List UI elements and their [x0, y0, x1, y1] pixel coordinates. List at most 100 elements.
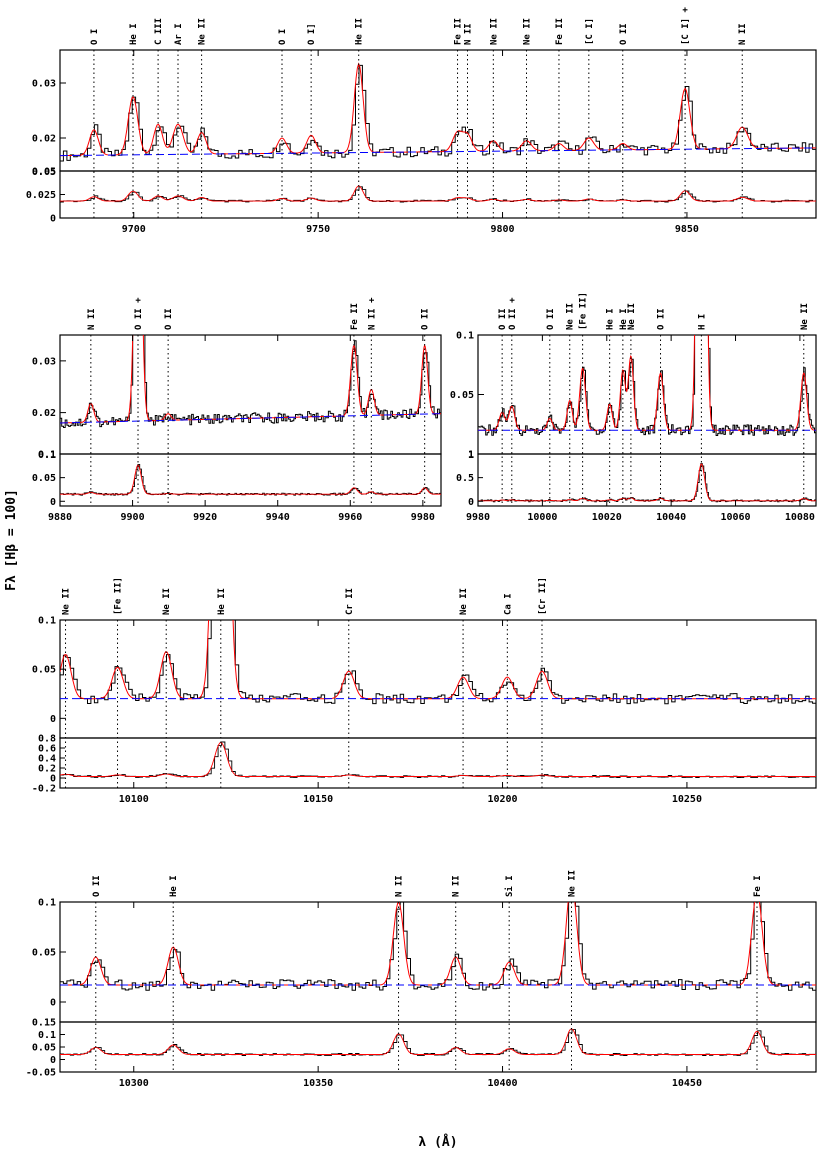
bottom-frame: [59, 453, 442, 507]
line-label: Ne II: [198, 18, 208, 45]
x-tick-label: 10250: [672, 794, 702, 805]
y-tick-label: 0.1: [456, 331, 474, 342]
model-fit-overview: [60, 464, 441, 495]
y-tick-label: 0.05: [32, 1043, 56, 1054]
model-fit-overview: [60, 1028, 816, 1055]
line-label: Fe II: [350, 303, 360, 330]
y-tick-label: 1: [468, 450, 474, 461]
x-tick-label: 9880: [48, 512, 72, 523]
line-label: [Cr II]: [538, 577, 548, 615]
y-tick-label: 0.1: [38, 616, 56, 627]
bottom-frame: [59, 737, 817, 789]
line-label: Ne II: [489, 18, 499, 45]
line-label: O II: [657, 308, 667, 330]
observed-spectrum-overview: [60, 463, 441, 496]
y-tick-label: 0: [50, 714, 56, 725]
line-label: O II: [619, 23, 629, 45]
x-tick-label: 9850: [675, 224, 699, 235]
observed-spectrum: [60, 335, 441, 428]
y-tick-label: -0.2: [32, 784, 56, 795]
model-fit: [478, 335, 816, 431]
y-tick-label: 0.02: [32, 408, 56, 419]
x-tick-label: 10040: [656, 512, 686, 523]
line-label: Ne II: [523, 18, 533, 45]
x-tick-label: 9960: [338, 512, 362, 523]
y-tick-label: 0.6: [38, 744, 56, 755]
y-tick-label: 0: [50, 214, 56, 225]
y-tick-label: 0.05: [32, 473, 56, 484]
y-axis-title: Fλ [Hβ = 100]: [4, 489, 19, 591]
spectrum-panel-5: O II He I N II N II Si I Ne II Fe I 10300 10350 1…: [26, 870, 817, 1089]
y-tick-label: 0: [50, 1055, 56, 1066]
line-label: O II +: [134, 297, 144, 330]
top-frame: [59, 334, 442, 455]
line-label: N II: [464, 23, 474, 45]
continuum-line: [59, 413, 442, 424]
y-tick-label: 0.025: [26, 190, 56, 201]
y-tick-label: 0.1: [38, 898, 56, 909]
x-tick-label: 10060: [720, 512, 750, 523]
y-tick-label: 0.8: [38, 734, 56, 745]
observed-spectrum: [60, 64, 816, 162]
line-label: Ne II: [627, 303, 637, 330]
line-label: O II: [546, 308, 556, 330]
y-tick-label: 0.05: [32, 167, 56, 178]
x-tick-label: 9920: [193, 512, 217, 523]
line-label: O I: [278, 29, 288, 45]
model-fit-overview: [60, 742, 816, 777]
model-fit-overview: [478, 463, 816, 502]
continuum-line: [59, 147, 817, 157]
spectrum-panel-2: N II O II + O II Fe II N II + O II 9880 9900 992…: [32, 297, 442, 523]
line-label: N II: [87, 308, 97, 330]
y-tick-label: 0.4: [38, 754, 56, 765]
observed-spectrum: [60, 902, 816, 991]
line-label: Ne II: [459, 588, 469, 615]
y-tick-label: 0.05: [32, 665, 56, 676]
x-tick-label: 10400: [487, 1078, 517, 1089]
line-label: [C I] +: [681, 6, 691, 45]
line-label: Ca I: [503, 593, 513, 615]
line-label: Ne II: [162, 588, 172, 615]
x-tick-label: 10080: [785, 512, 815, 523]
line-label: He I: [619, 308, 629, 330]
y-tick-label: 0: [50, 774, 56, 785]
spectrum-panel-4: Ne II [Fe II] Ne II He II Cr II Ne II Ca I [Cr …: [32, 577, 817, 805]
x-tick-label: 10300: [119, 1078, 149, 1089]
line-label: Ne II: [566, 303, 576, 330]
x-tick-label: 10100: [119, 794, 149, 805]
line-label: O I: [90, 29, 100, 45]
line-label: Cr II: [345, 588, 355, 615]
observed-spectrum: [478, 335, 816, 436]
x-tick-label: 10150: [303, 794, 333, 805]
x-tick-label: 9750: [306, 224, 330, 235]
x-tick-label: 10450: [672, 1078, 702, 1089]
bottom-frame: [477, 453, 817, 507]
x-tick-label: 10200: [487, 794, 517, 805]
line-label: N II: [395, 875, 405, 897]
line-label: He I: [606, 308, 616, 330]
line-label: O II: [498, 308, 508, 330]
x-tick-label: 9700: [122, 224, 146, 235]
y-tick-label: 0: [468, 497, 474, 508]
y-tick-label: 0.1: [38, 1030, 56, 1041]
line-label: H I: [697, 314, 707, 330]
x-axis-title: λ (Å): [418, 1134, 457, 1150]
y-tick-label: 0.05: [32, 948, 56, 959]
x-tick-label: 9800: [490, 224, 514, 235]
y-tick-label: 0: [50, 998, 56, 1009]
line-label: He I: [129, 23, 139, 45]
spectrum-panel-3: O II O II + O II Ne II [Fe II] He I He INe II O…: [450, 292, 817, 523]
y-tick-label: 0.02: [32, 134, 56, 145]
line-label: Ne II: [567, 870, 577, 897]
line-label: O II +: [508, 297, 518, 330]
observed-spectrum: [60, 620, 816, 705]
line-label: N II: [452, 875, 462, 897]
line-label: Ne II: [62, 588, 72, 615]
line-label: Ne II: [800, 303, 810, 330]
line-label: N II +: [367, 297, 377, 330]
y-tick-label: -0.05: [26, 1068, 56, 1079]
x-tick-label: 10020: [592, 512, 622, 523]
line-label: O I]: [307, 23, 317, 45]
